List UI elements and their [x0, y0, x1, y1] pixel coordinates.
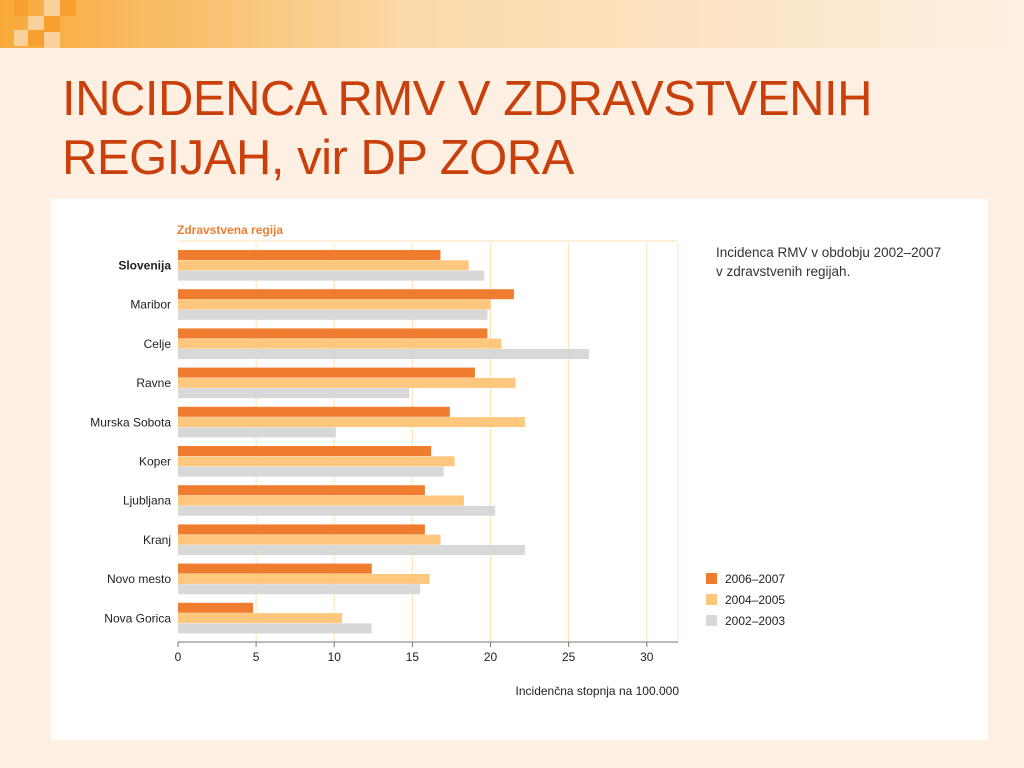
- legend-label: 2004–2005: [725, 593, 785, 607]
- category-label: Novo mesto: [107, 572, 171, 586]
- legend-swatch: [706, 594, 717, 605]
- category-label: Murska Sobota: [90, 415, 171, 429]
- decoration-square: [14, 30, 28, 46]
- legend-label: 2002–2003: [725, 614, 785, 628]
- bar-murska-sobota-3: [178, 427, 336, 438]
- category-label: Kranj: [143, 533, 171, 547]
- bar-koper-1: [178, 446, 432, 456]
- chart-description-line-1: Incidenca RMV v obdobju 2002–2007: [716, 245, 941, 260]
- y-axis-title: Zdravstvena regija: [177, 223, 283, 237]
- category-label: Ljubljana: [123, 494, 171, 508]
- bar-ravne-1: [178, 367, 475, 378]
- top-decoration-band: [0, 0, 1024, 48]
- bar-kranj-3: [178, 545, 525, 555]
- decoration-square: [28, 16, 44, 30]
- bar-maribor-1: [178, 289, 514, 300]
- decoration-square: [28, 30, 44, 46]
- category-label: Koper: [139, 454, 171, 468]
- bar-maribor-2: [178, 299, 491, 310]
- category-label: Nova Gorica: [104, 611, 171, 625]
- category-label: Maribor: [130, 298, 171, 312]
- x-tick-label: 10: [328, 650, 342, 664]
- decoration-square: [60, 0, 76, 16]
- bar-chart: Slovenija Maribor Celje Ravne Murska Sobota K…: [90, 223, 941, 698]
- bar-slovenija-3: [178, 270, 485, 281]
- bar-murska-sobota-1: [178, 406, 450, 417]
- bar-maribor-3: [178, 309, 488, 320]
- bar-ljubljana-2: [178, 495, 464, 506]
- decoration-square: [44, 32, 60, 48]
- slide-title: INCIDENCA RMV V ZDRAVSTVENIH REGIJAH, vi…: [62, 72, 873, 185]
- bar-celje-1: [178, 328, 488, 339]
- x-tick-label: 20: [484, 650, 498, 664]
- x-tick-label: 30: [640, 650, 654, 664]
- bar-celje-2: [178, 338, 502, 349]
- decoration-square: [44, 0, 60, 16]
- bar-kranj-1: [178, 524, 425, 535]
- decoration-square: [44, 16, 60, 32]
- bar-murska-sobota-2: [178, 417, 525, 428]
- chart-description-line-2: v zdravstvenih regijah.: [716, 264, 850, 279]
- category-label: Celje: [144, 337, 172, 351]
- x-axis-title: Incidenčna stopnja na 100.000: [516, 684, 680, 698]
- bar-nova-gorica-2: [178, 613, 343, 624]
- x-tick-label: 15: [406, 650, 420, 664]
- bar-nova-gorica-3: [178, 623, 372, 634]
- chart-panel: Slovenija Maribor Celje Ravne Murska Sobota K…: [51, 199, 988, 740]
- bar-novo-mesto-3: [178, 584, 421, 595]
- bar-nova-gorica-1: [178, 602, 253, 613]
- bar-ljubljana-3: [178, 505, 496, 516]
- bar-novo-mesto-1: [178, 563, 372, 574]
- bar-celje-3: [178, 349, 589, 359]
- bar-ravne-3: [178, 388, 410, 399]
- bar-ravne-2: [178, 377, 516, 388]
- x-tick-label: 25: [562, 650, 576, 664]
- bar-koper-2: [178, 456, 455, 467]
- x-tick-label: 5: [253, 650, 260, 664]
- bar-slovenija-1: [178, 250, 441, 260]
- category-label: Slovenija: [118, 258, 171, 272]
- bar-slovenija-2: [178, 260, 469, 271]
- bar-koper-3: [178, 466, 444, 477]
- category-label: Ravne: [136, 376, 171, 390]
- bar-kranj-2: [178, 534, 441, 545]
- legend-swatch: [706, 615, 717, 626]
- x-tick-label: 0: [175, 650, 182, 664]
- decoration-square: [14, 0, 28, 16]
- bar-novo-mesto-2: [178, 573, 430, 584]
- legend-label: 2006–2007: [725, 572, 785, 586]
- bar-ljubljana-1: [178, 485, 425, 496]
- legend-swatch: [706, 573, 717, 584]
